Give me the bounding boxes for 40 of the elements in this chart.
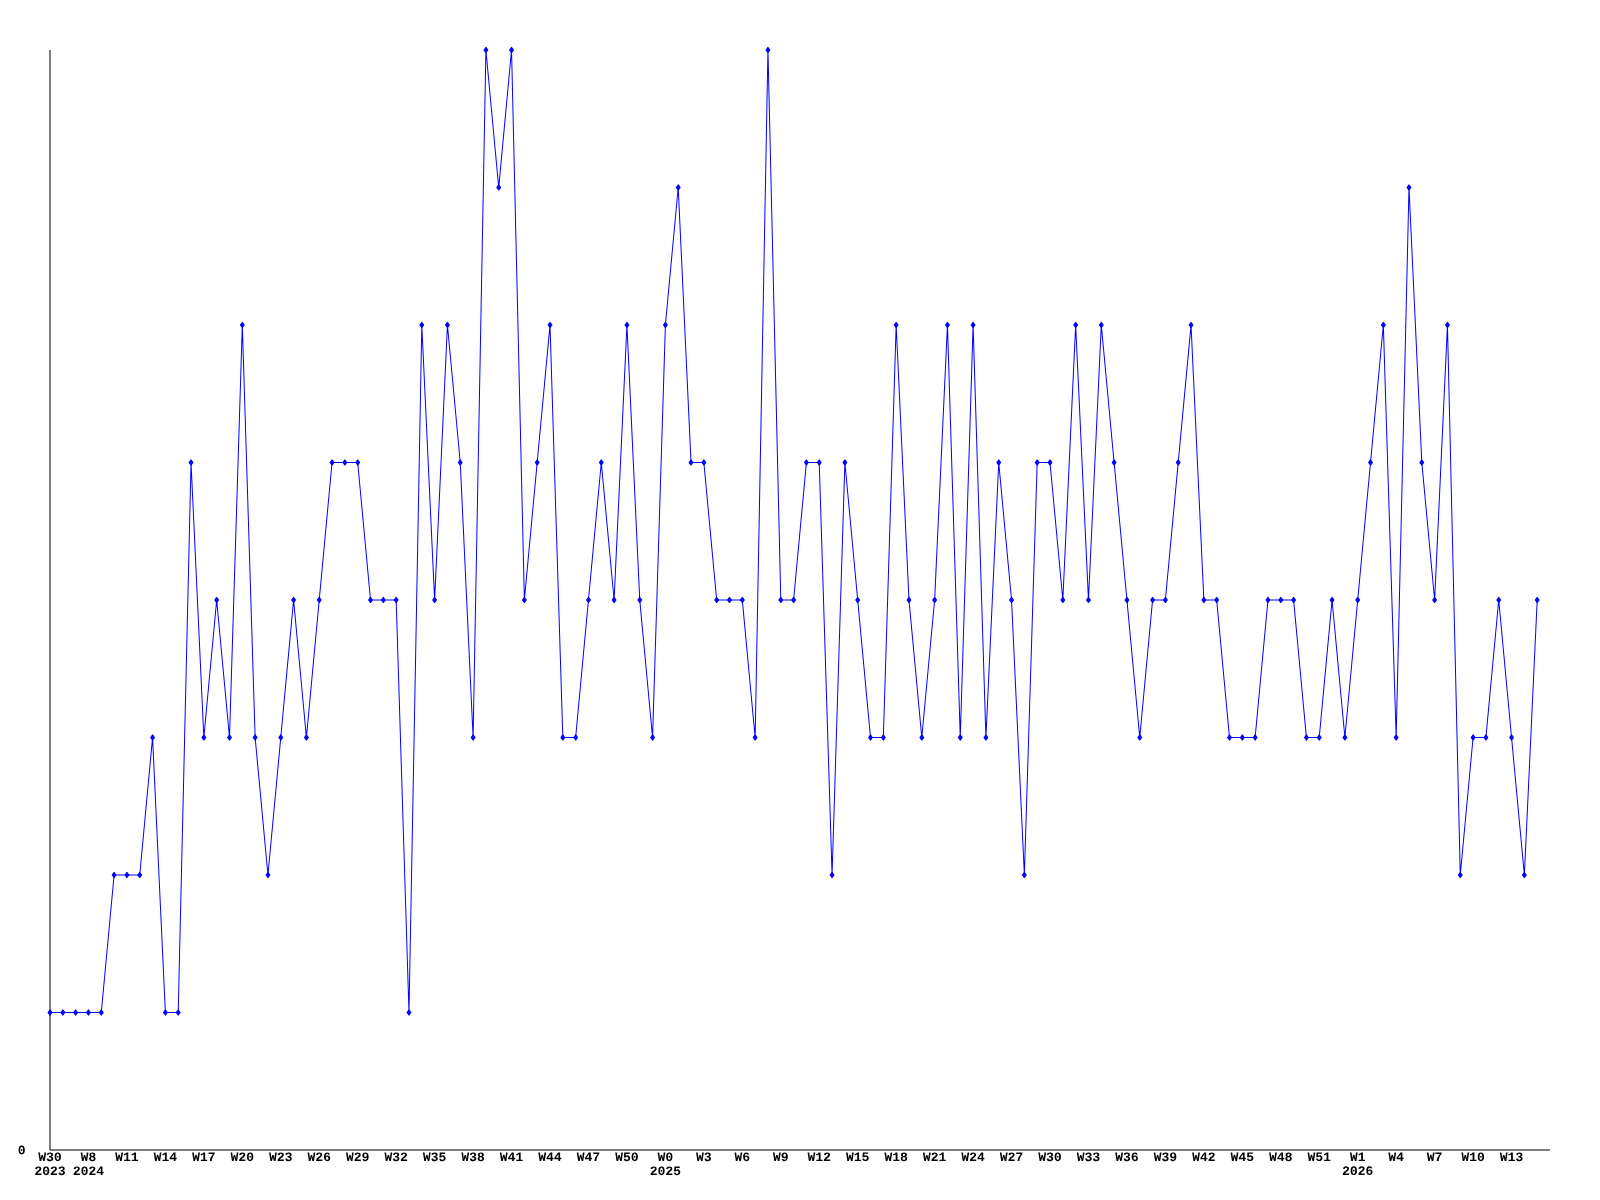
x-tick-label: W8 2024 — [73, 1152, 104, 1176]
x-tick-label: W48 — [1269, 1152, 1292, 1162]
x-tick-label: W30 — [1038, 1152, 1061, 1162]
x-tick-label: W12 — [807, 1152, 831, 1162]
x-tick-label: W32 — [384, 1152, 408, 1162]
x-tick-label: W38 — [461, 1152, 485, 1162]
x-tick-label: W10 — [1461, 1152, 1485, 1162]
x-tick-label: W36 — [1115, 1152, 1138, 1162]
x-tick-label: W4 — [1388, 1152, 1404, 1161]
x-tick-label: W33 — [1076, 1152, 1100, 1162]
x-tick-label: W41 — [499, 1152, 523, 1161]
x-tick-label: W42 — [1192, 1152, 1215, 1162]
x-tick-label: W9 — [772, 1152, 788, 1162]
x-tick-label: W50 — [615, 1152, 638, 1162]
x-tick-label: W47 — [576, 1152, 600, 1161]
x-tick-label: W51 — [1307, 1152, 1331, 1162]
x-tick-label: W15 — [846, 1152, 869, 1162]
x-tick-label: W27 — [999, 1152, 1023, 1162]
x-tick-label: W11 — [115, 1152, 139, 1161]
x-tick-label: W14 — [153, 1152, 177, 1161]
x-tick-label: W1 2026 — [1342, 1152, 1373, 1176]
x-tick-label: W18 — [884, 1152, 908, 1162]
x-tick-label: W7 — [1426, 1152, 1442, 1161]
x-tick-label: W21 — [922, 1152, 946, 1162]
x-tick-label: W13 — [1499, 1152, 1523, 1162]
x-tick-label: W30 2023 — [35, 1152, 65, 1176]
x-tick-label: W20 — [230, 1152, 254, 1162]
text: 0 — [18, 1145, 25, 1155]
x-tick-label: W39 — [1153, 1152, 1177, 1162]
x-tick-label: W35 — [422, 1152, 446, 1162]
x-tick-label: W3 — [696, 1152, 711, 1162]
x-tick-label: W6 — [734, 1152, 750, 1162]
x-tick-label: W45 — [1230, 1152, 1254, 1162]
x-tick-label: W44 — [538, 1152, 562, 1161]
x-tick-label: W17 — [192, 1152, 215, 1161]
x-tick-label: W0 2025 — [650, 1152, 681, 1176]
x-tick-label: W29 — [346, 1152, 369, 1162]
x-tick-label: W26 — [307, 1152, 331, 1162]
x-tick-label: W24 — [961, 1152, 985, 1162]
x-tick-label: W23 — [269, 1152, 292, 1162]
